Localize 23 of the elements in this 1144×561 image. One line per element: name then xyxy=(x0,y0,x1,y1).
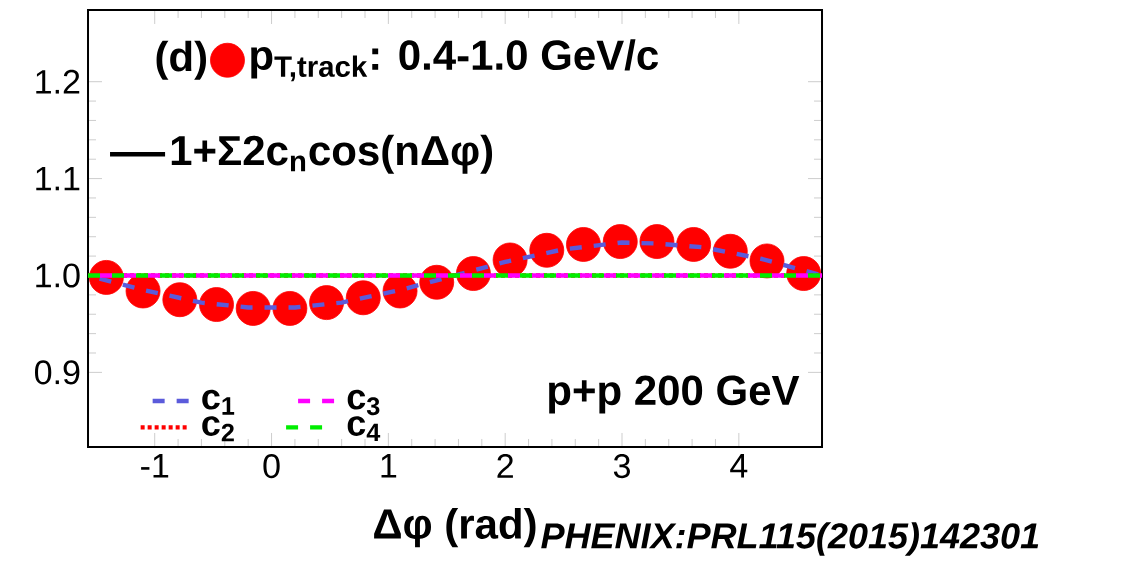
x-tick-label: 1 xyxy=(381,454,397,478)
y-tick-label: 1.0 xyxy=(36,263,80,288)
y-tick-label: 1.2 xyxy=(36,69,80,94)
legend-label: p$_{T,track}$: 0.4-1.0 GeV/c xyxy=(251,39,658,82)
x-tick-label: 3 xyxy=(613,454,630,479)
legend-label: c$_{1}$ xyxy=(202,389,235,415)
legend-label: c$_{4}$ xyxy=(347,416,381,442)
x-tick-label: 4 xyxy=(730,454,748,478)
point xyxy=(345,280,381,316)
point xyxy=(529,232,565,268)
y-tick-label: 1.1 xyxy=(36,166,80,191)
legend-label: c$_{2}$ xyxy=(202,416,234,442)
x-tick-label: 2 xyxy=(497,454,513,478)
annotation: 1+Σ2c$_{n}$cos(nΔφ) xyxy=(171,134,493,174)
text: PHENIX:PRL115(2015)142301 xyxy=(541,522,1039,556)
annotation: p+p 200 GeV xyxy=(549,375,800,414)
annotation: (d) xyxy=(156,40,206,80)
x-tick-label: 0 xyxy=(263,454,280,479)
legend-label: c$_{3}$ xyxy=(347,389,380,416)
x-axis-title: Δφ (rad) xyxy=(374,508,536,548)
x-tick-label: -1 xyxy=(141,454,169,478)
y-tick-label: 0.9 xyxy=(35,360,80,385)
point xyxy=(676,227,712,262)
